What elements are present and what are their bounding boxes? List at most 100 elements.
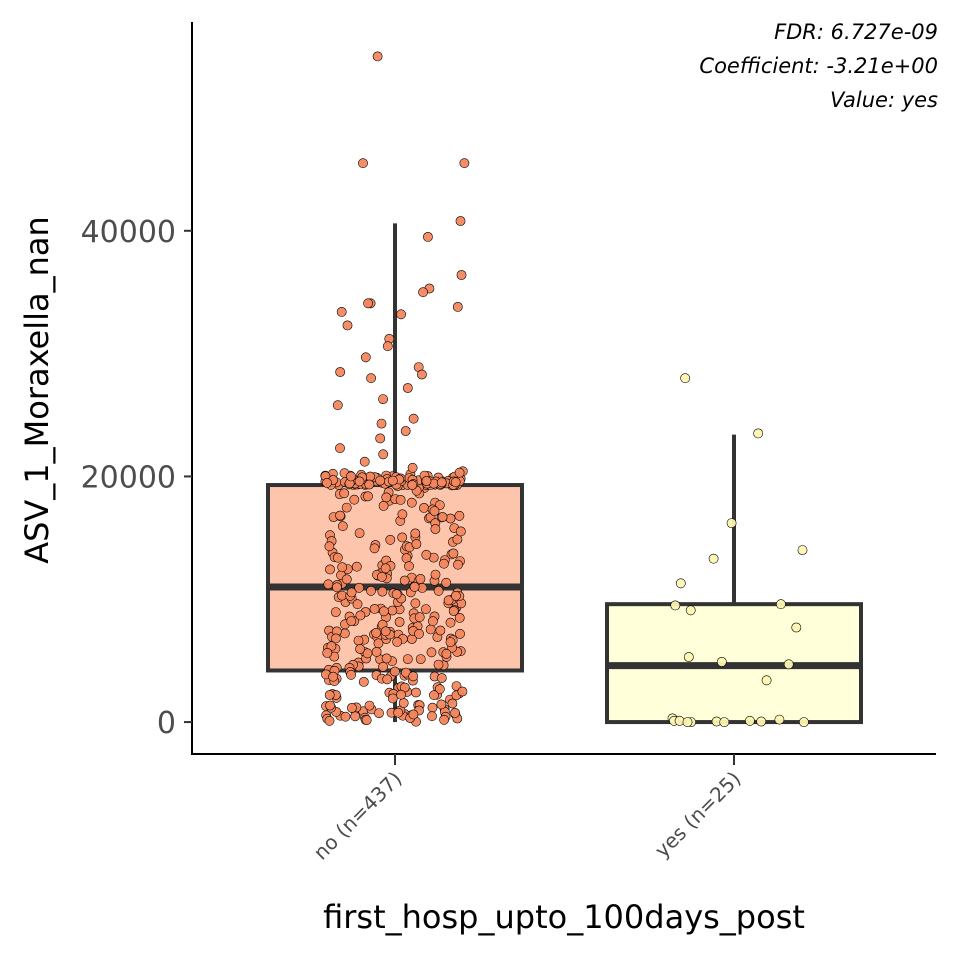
data-point — [791, 622, 802, 633]
data-point — [324, 690, 335, 700]
data-point — [448, 606, 459, 616]
data-point — [341, 502, 352, 513]
data-point — [392, 637, 403, 647]
data-point — [456, 270, 467, 280]
data-point — [436, 699, 447, 710]
data-point — [408, 709, 419, 720]
data-point — [441, 648, 452, 659]
data-point — [799, 717, 809, 727]
data-point — [372, 51, 383, 62]
y-axis-ticks: 0 20000 40000 — [81, 215, 192, 741]
data-point — [422, 231, 433, 242]
data-point — [436, 673, 447, 683]
data-point — [756, 716, 767, 727]
data-point — [393, 707, 404, 718]
data-point — [433, 585, 444, 596]
data-point — [397, 509, 408, 520]
x-axis-title: first_hosp_upto_100days_post — [323, 898, 805, 936]
data-point — [346, 669, 356, 680]
data-point — [363, 298, 373, 309]
data-point — [355, 610, 366, 621]
data-point — [761, 675, 772, 686]
data-point — [330, 607, 341, 617]
data-point — [445, 513, 456, 524]
data-point — [400, 426, 411, 436]
data-point — [376, 418, 387, 429]
data-point — [429, 690, 439, 701]
data-point — [387, 693, 398, 704]
annotation-coefficient: Coefficient: -3.21e+00 — [699, 54, 938, 78]
data-point — [346, 587, 357, 598]
data-point — [455, 628, 465, 639]
data-point — [323, 579, 334, 590]
data-point — [411, 687, 421, 698]
data-point — [745, 715, 755, 726]
data-point — [363, 491, 373, 502]
data-point — [371, 647, 382, 657]
data-point — [414, 612, 425, 623]
data-point — [418, 287, 428, 298]
data-point — [411, 539, 422, 549]
data-point — [726, 518, 737, 528]
data-point — [328, 671, 339, 682]
data-point — [410, 528, 421, 539]
data-point — [376, 571, 387, 582]
data-point — [682, 717, 693, 727]
data-point — [335, 443, 345, 454]
data-point — [325, 700, 335, 711]
data-point — [399, 575, 410, 586]
data-point — [330, 633, 341, 644]
data-point — [385, 534, 396, 545]
data-point — [454, 467, 465, 478]
data-point — [349, 494, 360, 505]
data-point — [774, 714, 785, 725]
data-point — [369, 543, 380, 554]
data-point — [332, 400, 343, 411]
data-point — [402, 654, 413, 664]
data-point — [670, 600, 681, 611]
data-point — [354, 528, 365, 538]
y-tick-label: 0 — [157, 706, 176, 741]
data-point — [441, 577, 452, 588]
data-point — [455, 216, 466, 226]
data-point — [421, 549, 432, 560]
data-point — [364, 479, 375, 490]
data-point — [339, 488, 350, 499]
data-point — [450, 477, 461, 488]
data-point — [429, 506, 440, 516]
data-point — [439, 714, 449, 725]
data-point — [381, 653, 392, 664]
data-point — [324, 715, 335, 726]
data-point — [380, 626, 391, 637]
data-point — [322, 648, 333, 658]
x-tick-label: no (n=437) — [309, 767, 407, 865]
annotation-fdr: FDR: 6.727e-09 — [774, 20, 938, 44]
data-point — [381, 492, 392, 503]
data-point — [366, 373, 376, 384]
data-point — [434, 684, 445, 695]
data-point — [404, 561, 414, 572]
data-point — [382, 341, 393, 352]
data-point — [445, 637, 456, 647]
data-point — [377, 586, 388, 597]
y-tick-label: 40000 — [81, 215, 176, 250]
data-point — [373, 638, 384, 649]
data-point — [447, 698, 458, 709]
data-point — [361, 715, 372, 725]
x-axis-ticks: no (n=437) yes (n=25) — [309, 754, 746, 864]
data-point — [683, 652, 694, 662]
data-point — [452, 301, 463, 312]
data-point — [420, 604, 431, 614]
data-point — [391, 589, 402, 600]
data-point — [382, 674, 393, 685]
data-point — [436, 477, 447, 488]
data-point — [336, 306, 347, 317]
data-point — [675, 578, 686, 589]
data-point — [430, 524, 441, 534]
data-point — [337, 562, 348, 573]
data-point — [435, 625, 446, 636]
data-point — [389, 666, 400, 677]
data-point — [397, 532, 408, 543]
data-point — [369, 604, 380, 614]
data-point — [340, 711, 351, 722]
